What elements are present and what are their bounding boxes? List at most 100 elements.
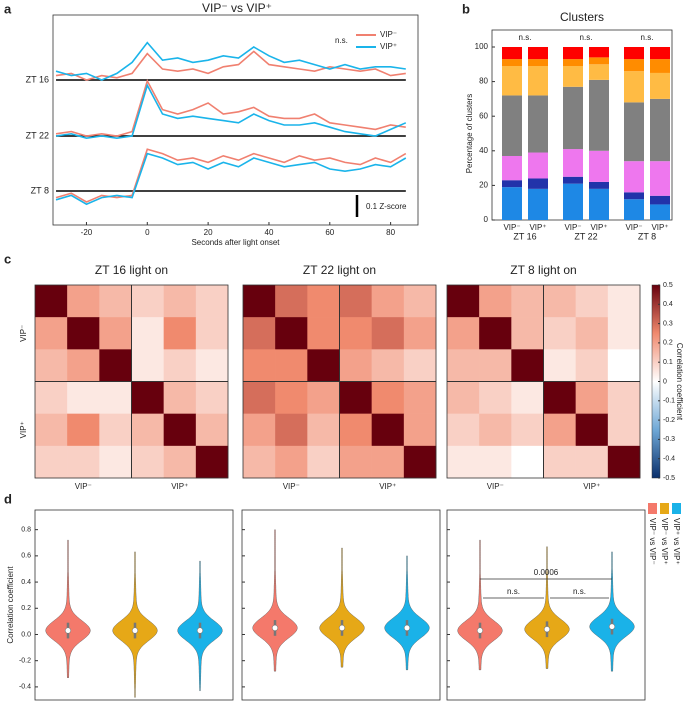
heatmap-cell bbox=[371, 413, 405, 447]
panel-letter: b bbox=[462, 1, 470, 16]
bar-segment bbox=[624, 192, 644, 200]
row-label: ZT 22 bbox=[26, 130, 49, 140]
heatmap-cell bbox=[511, 445, 544, 479]
heatmap-cell bbox=[575, 349, 609, 382]
median bbox=[476, 627, 484, 634]
bar-segment bbox=[650, 59, 670, 73]
bar-segment bbox=[624, 47, 644, 60]
y-axis-label: Correlation coefficient bbox=[6, 566, 15, 644]
bar-segment bbox=[624, 199, 644, 220]
y-tick-label: -0.4 bbox=[19, 684, 31, 691]
x-tick-label: 80 bbox=[386, 228, 395, 237]
heatmap-cell bbox=[307, 349, 340, 382]
heatmap-cell bbox=[243, 413, 276, 447]
bar-segment bbox=[502, 180, 522, 188]
heatmap-cell bbox=[543, 285, 576, 318]
heatmap-cell bbox=[607, 285, 641, 318]
median bbox=[608, 623, 616, 630]
colorbar-tick-label: 0.5 bbox=[663, 282, 673, 289]
heatmap-cell bbox=[403, 317, 437, 350]
legend-label: VIP⁺ vs VIP⁺ bbox=[672, 518, 681, 565]
heatmap-cell bbox=[195, 285, 229, 318]
bar-segment bbox=[502, 59, 522, 67]
heatmap-cell bbox=[131, 445, 164, 479]
heatmap-cell bbox=[403, 381, 437, 414]
heatmap-cell bbox=[607, 413, 641, 447]
heatmap-cell bbox=[163, 381, 197, 414]
row-label: VIP⁻ bbox=[19, 325, 28, 342]
trace bbox=[55, 152, 407, 206]
heatmap-cell bbox=[543, 445, 576, 479]
bar-segment bbox=[528, 47, 548, 60]
heatmap-cell bbox=[195, 445, 229, 479]
heatmap-cell bbox=[163, 317, 197, 350]
x-tick-label: VIP⁻ bbox=[564, 223, 581, 232]
median bbox=[131, 627, 139, 634]
bar-segment bbox=[563, 66, 583, 87]
heatmap-cell bbox=[99, 381, 132, 414]
bar-segment bbox=[650, 47, 670, 60]
heatmap-cell bbox=[479, 381, 512, 414]
heatmap-cell bbox=[99, 285, 132, 318]
group-label: ZT 22 bbox=[574, 231, 597, 241]
x-tick-label: VIP⁺ bbox=[590, 223, 607, 232]
bar-segment bbox=[650, 204, 670, 220]
violin bbox=[457, 539, 503, 671]
bar-segment bbox=[589, 47, 609, 58]
scale-bar-label: 0.1 Z-score bbox=[366, 202, 407, 211]
trace bbox=[55, 41, 406, 81]
colorbar-tick-label: 0 bbox=[663, 378, 667, 385]
y-tick-label: 0.4 bbox=[21, 579, 31, 586]
colorbar-tick-label: 0.1 bbox=[663, 359, 673, 366]
annotation: n.s. bbox=[641, 33, 654, 42]
heatmap-cell bbox=[275, 445, 308, 479]
bar-segment bbox=[650, 72, 670, 99]
heatmap-cell bbox=[447, 285, 480, 318]
heatmap-cell bbox=[371, 445, 405, 479]
heatmap-cell bbox=[403, 445, 437, 479]
col-label: VIP⁻ bbox=[487, 482, 504, 491]
bar-segment bbox=[502, 187, 522, 220]
bar-segment bbox=[528, 152, 548, 179]
heatmap-cell bbox=[275, 317, 308, 350]
col-label: VIP⁻ bbox=[75, 482, 92, 491]
violin bbox=[524, 546, 570, 669]
legend-label: VIP⁻ vs VIP⁻ bbox=[648, 518, 657, 565]
bar-segment bbox=[502, 47, 522, 60]
heatmap-cell bbox=[371, 349, 405, 382]
axes-frame bbox=[446, 509, 646, 701]
bar-segment bbox=[650, 161, 670, 196]
heatmap-cell bbox=[575, 285, 609, 318]
bar-segment bbox=[589, 150, 609, 182]
significance-label: n.s. bbox=[573, 587, 586, 596]
bar-segment bbox=[563, 183, 583, 220]
heatmap-cell bbox=[511, 349, 544, 382]
y-tick-label: -0.2 bbox=[19, 658, 31, 665]
heatmap-cell bbox=[511, 285, 544, 318]
heatmap-cell bbox=[243, 445, 276, 479]
heatmap-cell bbox=[447, 317, 480, 350]
heatmap-cell bbox=[35, 317, 68, 350]
heatmap-cell bbox=[67, 445, 100, 479]
y-tick-label: 20 bbox=[479, 181, 488, 190]
median bbox=[64, 627, 72, 634]
y-tick-label: 60 bbox=[479, 111, 488, 120]
heatmap-cell bbox=[339, 413, 372, 447]
heatmap-cell bbox=[339, 349, 372, 382]
heatmap-cell bbox=[243, 285, 276, 318]
heatmap-cell bbox=[339, 285, 372, 318]
bar-segment bbox=[563, 176, 583, 184]
heatmap-cell bbox=[163, 413, 197, 447]
heatmap-cell bbox=[543, 413, 576, 447]
trace bbox=[55, 148, 407, 203]
bar-segment bbox=[528, 66, 548, 96]
median bbox=[543, 626, 551, 633]
trace bbox=[55, 78, 406, 137]
median bbox=[338, 624, 346, 632]
legend-label: VIP⁻ bbox=[380, 30, 397, 39]
col-label: VIP⁻ bbox=[283, 482, 300, 491]
colorbar-label: Correlation coefficient bbox=[675, 343, 684, 421]
heatmap-cell bbox=[447, 349, 480, 382]
colorbar-tick-label: -0.1 bbox=[663, 398, 675, 405]
panel-letter: d bbox=[4, 491, 12, 506]
